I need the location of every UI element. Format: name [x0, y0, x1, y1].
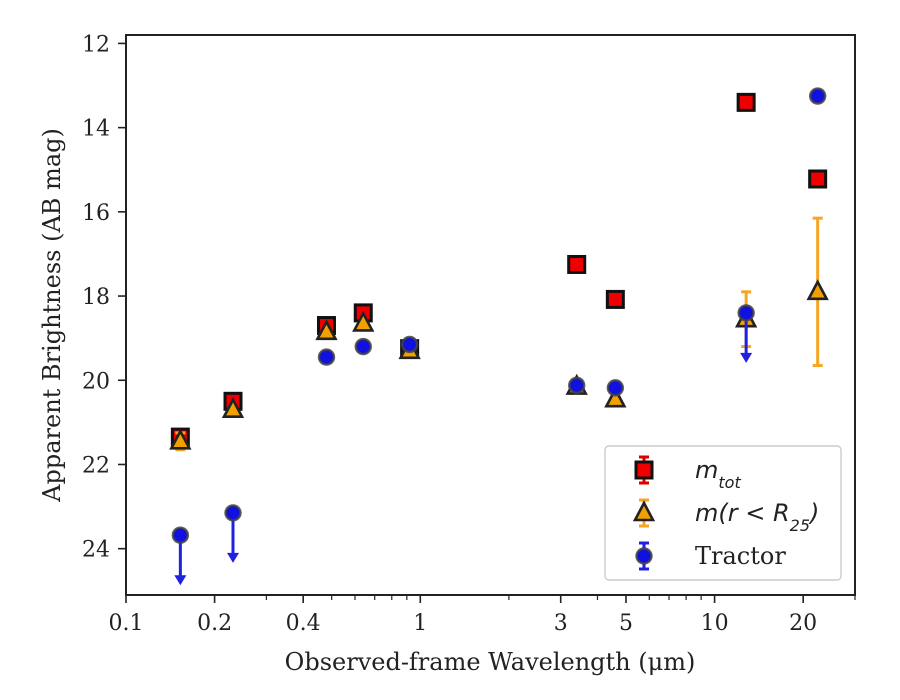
plot-area [125, 34, 856, 596]
x-tick-label: 0.2 [197, 611, 232, 636]
mtot-marker [808, 169, 828, 189]
legend: mtot m(r < R25) Tractor [604, 445, 842, 581]
tractor-marker [400, 335, 419, 354]
legend-entry-mr25: m(r < R25) [632, 498, 819, 535]
x-tick-label: 0.4 [286, 611, 321, 636]
tractor-marker [171, 526, 190, 544]
legend-entry-tractor: Tractor [635, 541, 786, 571]
tractor-marker [606, 379, 625, 397]
upper-limit-arrow-head [174, 575, 187, 586]
x-axis-label: Observed-frame Wavelength (μm) [285, 648, 696, 676]
x-tick-label: 0.1 [109, 611, 144, 636]
x-axis: 0.1 0.2 0.4 1 3 5 10 20 [109, 595, 856, 636]
legend-label: mtot [695, 456, 741, 492]
y-tick-label: 16 [82, 201, 110, 226]
y-tick-label: 24 [82, 538, 110, 563]
legend-label: m(r < R25) [695, 499, 819, 535]
y-axis-label: Apparent Brightness (AB mag) [38, 128, 66, 503]
y-tick-label: 14 [82, 117, 110, 142]
mr25-marker [352, 310, 375, 332]
tractor-marker [224, 504, 242, 522]
tractor-marker [737, 304, 755, 322]
tractor-marker [317, 348, 336, 366]
upper-limit-arrow-head [227, 552, 240, 563]
y-tick-label: 18 [82, 285, 110, 310]
x-tick-label: 20 [789, 611, 817, 636]
mr25-marker [806, 279, 829, 301]
legend-entry-mtot: mtot [634, 455, 741, 492]
y-tick-label: 22 [82, 453, 110, 478]
x-tick-label: 1 [413, 611, 427, 636]
upper-limit-arrow-head [740, 352, 753, 363]
mtot-marker [567, 254, 587, 274]
data-markers [169, 87, 829, 586]
legend-mtot-marker [634, 460, 654, 480]
tractor-marker [354, 337, 372, 356]
tractor-marker [808, 87, 827, 105]
mtot-marker [605, 289, 625, 309]
x-tick-label: 10 [701, 611, 729, 636]
legend-box [604, 445, 842, 581]
y-tick-label: 12 [82, 32, 110, 57]
legend-tractor-marker [635, 547, 653, 565]
mr25-marker [315, 319, 338, 341]
legend-mr25-marker [632, 500, 656, 522]
tractor-marker [568, 376, 586, 395]
mtot-marker [736, 92, 756, 112]
x-tick-label: 5 [619, 611, 633, 636]
series-mtot [170, 92, 828, 447]
mr25-marker [169, 428, 192, 450]
plot-frame [125, 34, 856, 596]
y-axis: 12 14 16 18 20 22 24 [82, 32, 126, 563]
mr25-marker [604, 386, 627, 408]
series-tractor [171, 87, 827, 586]
y-tick-label: 20 [82, 369, 110, 394]
legend-label: Tractor [695, 542, 786, 570]
series-mr25 [169, 216, 829, 452]
mr25-marker [221, 396, 245, 419]
x-tick-label: 3 [554, 611, 568, 636]
